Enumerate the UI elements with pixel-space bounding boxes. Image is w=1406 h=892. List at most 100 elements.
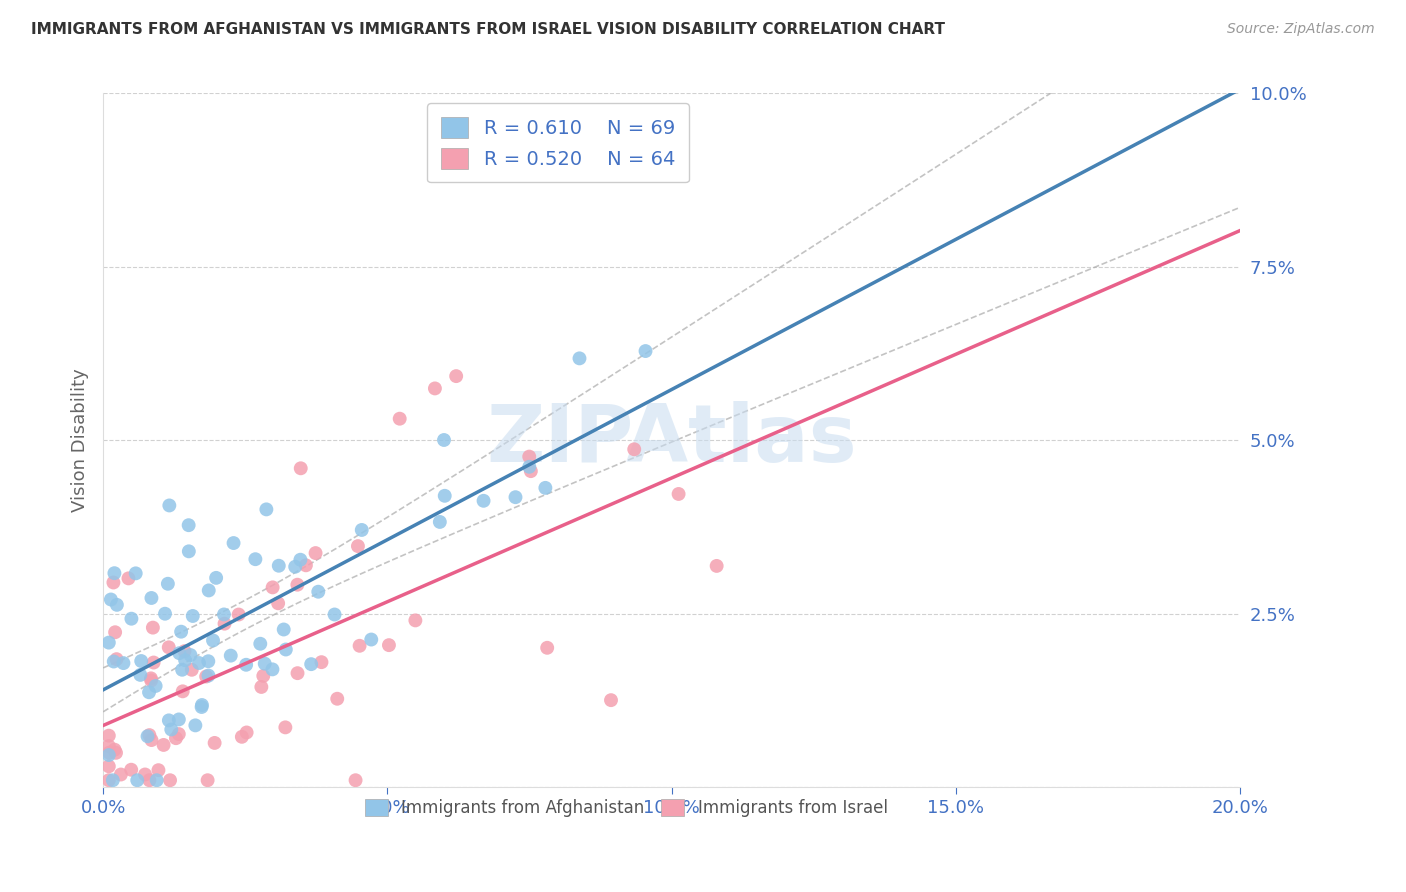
Point (157, 714, 180, 728)
Point (120, 763, 142, 777)
Point (197, 583, 219, 598)
Point (245, 552, 267, 566)
Y-axis label: Vision Disability: Vision Disability (72, 368, 89, 512)
Point (105, 652, 128, 666)
Point (202, 633, 225, 648)
Point (273, 623, 295, 637)
Point (172, 663, 194, 677)
Point (344, 773, 367, 788)
Point (517, 450, 540, 464)
Point (212, 607, 235, 622)
Point (433, 489, 456, 503)
Point (136, 729, 159, 743)
Point (125, 566, 148, 581)
Point (350, 523, 373, 537)
Point (254, 502, 277, 516)
Point (173, 644, 195, 658)
Point (98, 746, 121, 760)
Point (97, 773, 120, 788)
Point (197, 668, 219, 682)
Point (505, 490, 527, 504)
Point (228, 607, 250, 622)
Point (295, 558, 318, 573)
Point (231, 730, 253, 744)
Point (134, 767, 156, 781)
Point (284, 559, 307, 574)
Point (174, 653, 197, 667)
Point (184, 718, 207, 732)
Point (191, 698, 214, 712)
Point (568, 351, 591, 366)
Point (253, 657, 276, 671)
Point (274, 720, 297, 734)
Point (139, 671, 162, 685)
Point (204, 736, 226, 750)
Point (105, 598, 128, 612)
Point (706, 558, 728, 573)
Point (235, 725, 257, 739)
Point (262, 662, 284, 676)
Point (360, 632, 382, 647)
Point (100, 592, 122, 607)
Point (267, 558, 290, 573)
Text: Source: ZipAtlas.com: Source: ZipAtlas.com (1227, 22, 1375, 37)
Point (623, 442, 645, 457)
Point (433, 433, 456, 447)
Point (177, 544, 200, 558)
Point (197, 654, 219, 668)
Point (262, 580, 284, 594)
Text: IMMIGRANTS FROM AFGHANISTAN VS IMMIGRANTS FROM ISRAEL VISION DISABILITY CORRELAT: IMMIGRANTS FROM AFGHANISTAN VS IMMIGRANT… (31, 22, 945, 37)
Point (668, 487, 690, 501)
Point (117, 571, 139, 585)
Point (170, 624, 193, 639)
Point (167, 727, 190, 741)
Point (141, 673, 163, 688)
Point (148, 763, 170, 777)
Point (249, 637, 271, 651)
Point (219, 648, 242, 663)
Point (190, 700, 212, 714)
Point (180, 663, 202, 677)
Point (311, 655, 333, 669)
Point (388, 411, 411, 425)
Point (177, 518, 200, 533)
Point (287, 666, 309, 681)
Point (142, 656, 165, 670)
Point (534, 481, 557, 495)
Point (181, 609, 204, 624)
Point (110, 767, 132, 781)
Point (349, 639, 371, 653)
Point (222, 536, 245, 550)
Point (129, 654, 152, 668)
Point (112, 656, 135, 670)
Point (97, 635, 120, 649)
Point (634, 344, 657, 359)
Point (267, 596, 290, 610)
Point (290, 461, 312, 475)
Point (179, 648, 201, 662)
Point (103, 655, 125, 669)
Point (214, 616, 236, 631)
Point (274, 642, 297, 657)
Point (103, 566, 125, 581)
Point (169, 646, 191, 660)
Point (152, 738, 174, 752)
Point (404, 613, 426, 627)
Point (326, 691, 349, 706)
Point (103, 575, 125, 590)
Point (205, 571, 228, 585)
Point (97, 759, 120, 773)
Point (600, 693, 623, 707)
Point (160, 723, 183, 737)
Point (101, 773, 124, 788)
Point (157, 499, 180, 513)
Point (347, 539, 370, 553)
Point (97, 739, 120, 753)
Point (138, 685, 160, 699)
Point (188, 656, 211, 670)
Point (138, 773, 160, 788)
Point (378, 638, 401, 652)
Point (323, 607, 346, 622)
Point (138, 728, 160, 742)
Text: ZIPAtlas: ZIPAtlas (486, 401, 858, 479)
